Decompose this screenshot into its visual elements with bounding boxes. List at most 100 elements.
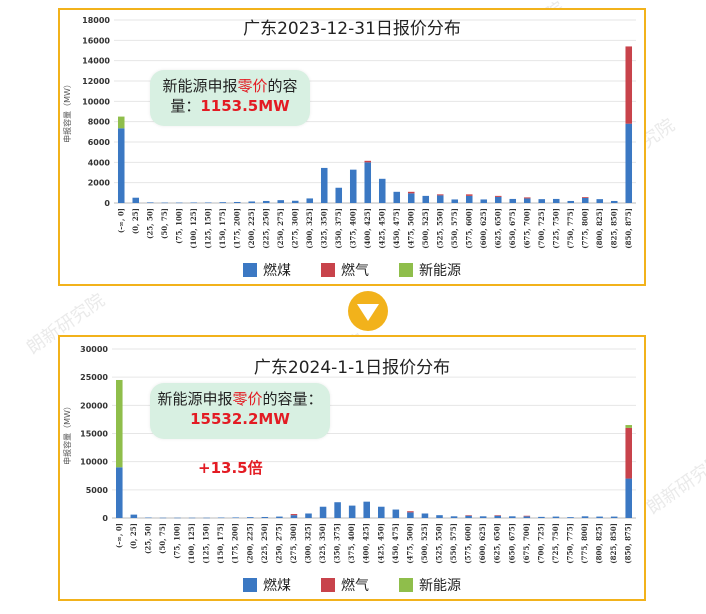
bar-segment-coal	[290, 515, 298, 518]
x-tick-label: (75, 100]	[174, 208, 183, 244]
x-tick-label: (600, 625]	[478, 523, 487, 564]
x-tick-label: (825, 850]	[609, 523, 618, 564]
bar-segment-coal	[538, 516, 545, 518]
bar-segment-coal	[132, 197, 140, 203]
y-tick-label: 12000	[82, 77, 110, 86]
callout-text: 的容量：	[262, 390, 323, 408]
x-tick-label: (150, 175]	[216, 523, 225, 564]
x-tick-label: (0, 25]	[131, 208, 140, 234]
x-tick-label: (400, 425]	[363, 208, 372, 249]
x-tick-label: (550, 575]	[449, 523, 458, 564]
x-tick-label: (200, 225]	[247, 208, 256, 249]
x-tick-label: (175, 200]	[231, 523, 240, 564]
bar-segment-coal	[581, 197, 589, 203]
bar-segment-coal	[480, 199, 488, 203]
bar-segment-gas	[494, 195, 502, 197]
x-tick-label: (700, 725]	[536, 523, 545, 564]
x-tick-label: (350, 375]	[334, 208, 343, 249]
bar-segment-coal	[567, 200, 575, 203]
bar-segment-coal	[217, 517, 225, 519]
y-tick-label: 0	[104, 199, 110, 208]
x-tick-label: (650, 675]	[507, 523, 516, 564]
bar-segment-coal	[363, 501, 370, 518]
y-tick-label: 14000	[82, 57, 110, 66]
legend-swatch	[399, 578, 413, 592]
legend-label: 燃气	[341, 263, 369, 279]
bar-segment-coal	[159, 517, 167, 519]
bar-segment-coal	[610, 516, 618, 518]
y-tick-label: 25000	[80, 373, 108, 382]
x-tick-label: (175, 200]	[232, 208, 241, 249]
x-tick-label: (25, 50]	[145, 208, 154, 239]
callout-highlight: 零价	[232, 390, 263, 408]
legend-item-coal: 燃煤	[243, 260, 291, 280]
x-tick-label: (325, 350]	[318, 523, 327, 564]
watermark: 朗新研究院	[642, 449, 706, 519]
y-axis-label: 申报容量（MW）	[62, 80, 72, 143]
bar-segment-coal	[305, 513, 312, 518]
bar-segment-coal	[348, 505, 356, 518]
x-tick-label: (425, 450]	[376, 523, 385, 564]
down-arrow-icon	[346, 289, 390, 333]
bar-segment-coal	[248, 201, 256, 203]
callout-highlight: 零价	[237, 77, 268, 95]
x-tick-label: (425, 450]	[377, 208, 386, 249]
callout-box: 新能源申报零价的容 量：1153.5MW	[150, 70, 310, 126]
x-tick-label: (750, 775]	[566, 208, 575, 249]
bar-segment-coal	[421, 513, 429, 518]
y-tick-label: 15000	[80, 430, 108, 439]
bar-segment-coal	[436, 515, 443, 518]
chart-panel-2024-1-1: 0 5000 10000 15000 20000 25000 30000 申报容量（MW） (-…	[58, 335, 646, 601]
bar-segment-coal	[233, 201, 241, 203]
x-tick-label: (675, 700]	[522, 208, 531, 249]
y-tick-label: 0	[102, 514, 108, 523]
bar-segment-coal	[291, 200, 299, 203]
callout-line-1: 新能源申报零价的容	[150, 76, 310, 96]
legend: 燃煤 燃气 新能源	[60, 260, 644, 280]
x-tick-label: (625, 650]	[493, 523, 502, 564]
x-tick-label: (150, 175]	[218, 208, 227, 249]
bar-segment-coal	[262, 200, 270, 203]
x-tick-label: (575, 600]	[464, 523, 473, 564]
callout-text: 量：	[170, 97, 201, 115]
x-tick-label: (300, 325]	[304, 523, 313, 564]
bar-segment-coal	[596, 516, 603, 518]
bar-chart: 0 2000 4000 6000 8000 10000 12000 14000 16000 180…	[62, 16, 636, 249]
bar-segment-gas	[436, 194, 444, 196]
bar-segment-coal	[625, 123, 633, 203]
bar-segment-renewable	[116, 379, 123, 468]
y-tick-label: 10000	[82, 97, 110, 106]
x-tick-label: (525, 550]	[435, 523, 444, 564]
x-tick-label: (125, 150]	[203, 208, 212, 249]
x-tick-label: (100, 125]	[189, 208, 198, 249]
x-tick-label: (450, 475]	[392, 208, 401, 249]
x-tick-label: (50, 75]	[158, 523, 167, 554]
x-tick-label: (650, 675]	[508, 208, 517, 249]
bar-segment-gas	[523, 197, 531, 199]
x-tick-label: (825, 850]	[609, 208, 618, 249]
bar-segment-coal	[130, 514, 138, 518]
x-tick-label: (225, 250]	[261, 208, 270, 249]
legend-label: 燃气	[341, 578, 369, 594]
bar-segment-coal	[188, 517, 196, 519]
bar-segment-coal	[407, 512, 414, 518]
x-tick-label: (775, 800]	[580, 523, 589, 564]
x-tick-label: (675, 700]	[522, 523, 531, 564]
x-tick-label: (575, 600]	[464, 208, 473, 249]
bar-segment-coal	[276, 516, 283, 518]
bar-segment-gas	[290, 514, 298, 516]
x-tick-label: (800, 825]	[595, 208, 604, 249]
x-tick-label: (25, 50]	[143, 523, 152, 554]
bar-segment-coal	[175, 202, 183, 204]
x-tick-label: (850, 875]	[624, 208, 633, 249]
x-tick-label: (375, 400]	[348, 208, 357, 249]
bar-segment-coal	[494, 196, 502, 203]
bar-segment-coal	[378, 506, 385, 518]
x-tick-label: (525, 550]	[435, 208, 444, 249]
legend-item-gas: 燃气	[321, 260, 369, 280]
y-tick-label: 2000	[88, 179, 111, 188]
bar-segment-coal	[509, 198, 517, 203]
x-tick-label: (550, 575]	[450, 208, 459, 249]
x-tick-label: (500, 525]	[421, 208, 430, 249]
y-tick-label: 20000	[80, 401, 108, 410]
